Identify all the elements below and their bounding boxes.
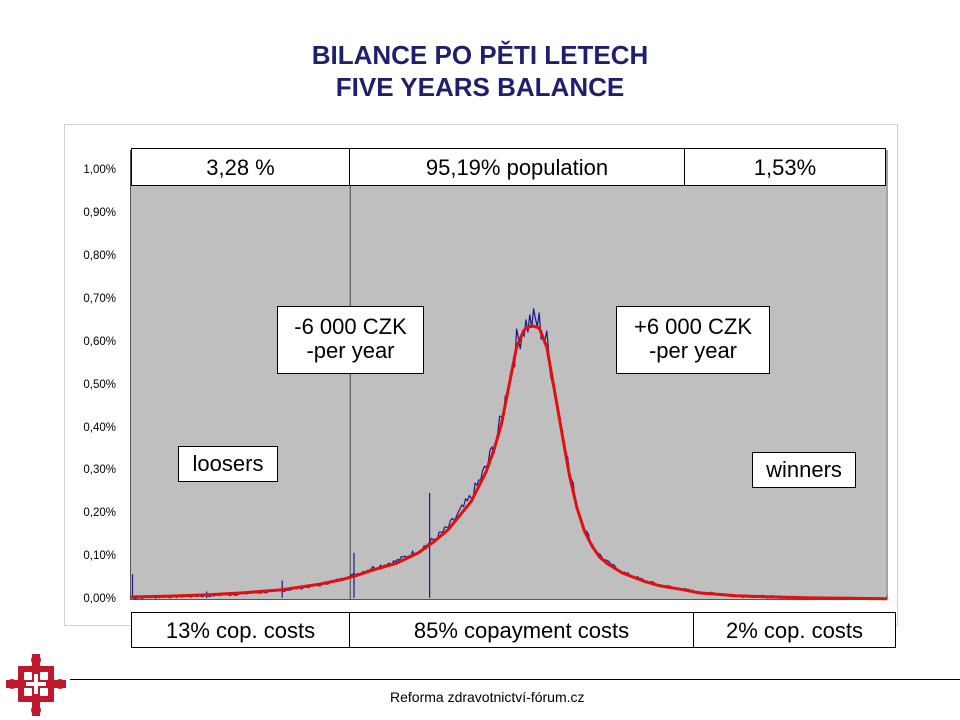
bottom-label-right: 2% cop. costs xyxy=(693,612,896,648)
bottom-label-center: 85% copayment costs xyxy=(349,612,694,648)
series-fit-line xyxy=(130,324,888,601)
y-tick-label: 0,60% xyxy=(83,335,116,348)
top-label-left: 3,28 % xyxy=(131,148,350,186)
loosers-label-text: loosers xyxy=(192,451,264,476)
footer-text: Reforma zdravotnictví-fórum.cz xyxy=(390,689,585,705)
bottom-label-left: 13% cop. costs xyxy=(131,612,350,648)
winners-label-text: winners xyxy=(766,457,842,482)
chart-title-line1: BILANCE PO PĚTI LETECH xyxy=(311,40,649,70)
bottom-label-left-text: 13% cop. costs xyxy=(165,618,316,643)
top-label-left-text: 3,28 % xyxy=(206,155,275,180)
chart-title-line2: FIVE YEARS BALANCE xyxy=(335,72,625,102)
y-tick-label: 0,80% xyxy=(83,250,116,263)
annotation-left-line1: -6 000 CZK xyxy=(294,314,407,339)
winners-label: winners xyxy=(752,452,856,488)
y-tick-label: 0,00% xyxy=(83,593,116,605)
y-tick-label: 0,50% xyxy=(83,378,116,391)
y-tick-label: 1,00% xyxy=(83,164,116,177)
annotation-left: -6 000 CZK -per year xyxy=(277,306,424,374)
bottom-label-center-text: 85% copayment costs xyxy=(413,618,630,643)
annotation-left-line2: -per year xyxy=(306,338,395,364)
y-tick-label: 0,10% xyxy=(83,550,116,563)
y-tick-label: 0,20% xyxy=(83,507,116,520)
top-label-center-text: 95,19% population xyxy=(425,155,609,180)
medical-cross-logo-icon xyxy=(6,654,66,716)
plot-area xyxy=(130,150,888,601)
top-label-center: 95,19% population xyxy=(349,148,685,186)
chart-svg xyxy=(130,150,888,601)
top-label-right-text: 1,53% xyxy=(753,155,817,180)
y-tick-label: 0,70% xyxy=(83,293,116,305)
top-label-right: 1,53% xyxy=(684,148,886,186)
y-tick-label: 0,90% xyxy=(83,207,116,220)
loosers-label: loosers xyxy=(178,446,278,482)
bottom-label-right-text: 2% cop. costs xyxy=(726,618,863,643)
footer-divider xyxy=(70,679,960,680)
annotation-right: +6 000 CZK -per year xyxy=(616,306,770,374)
annotation-right-line1: +6 000 CZK xyxy=(633,314,752,339)
y-tick-label: 0,30% xyxy=(83,464,116,477)
y-tick-label: 0,40% xyxy=(83,421,116,434)
annotation-right-line2: -per year xyxy=(648,338,738,364)
